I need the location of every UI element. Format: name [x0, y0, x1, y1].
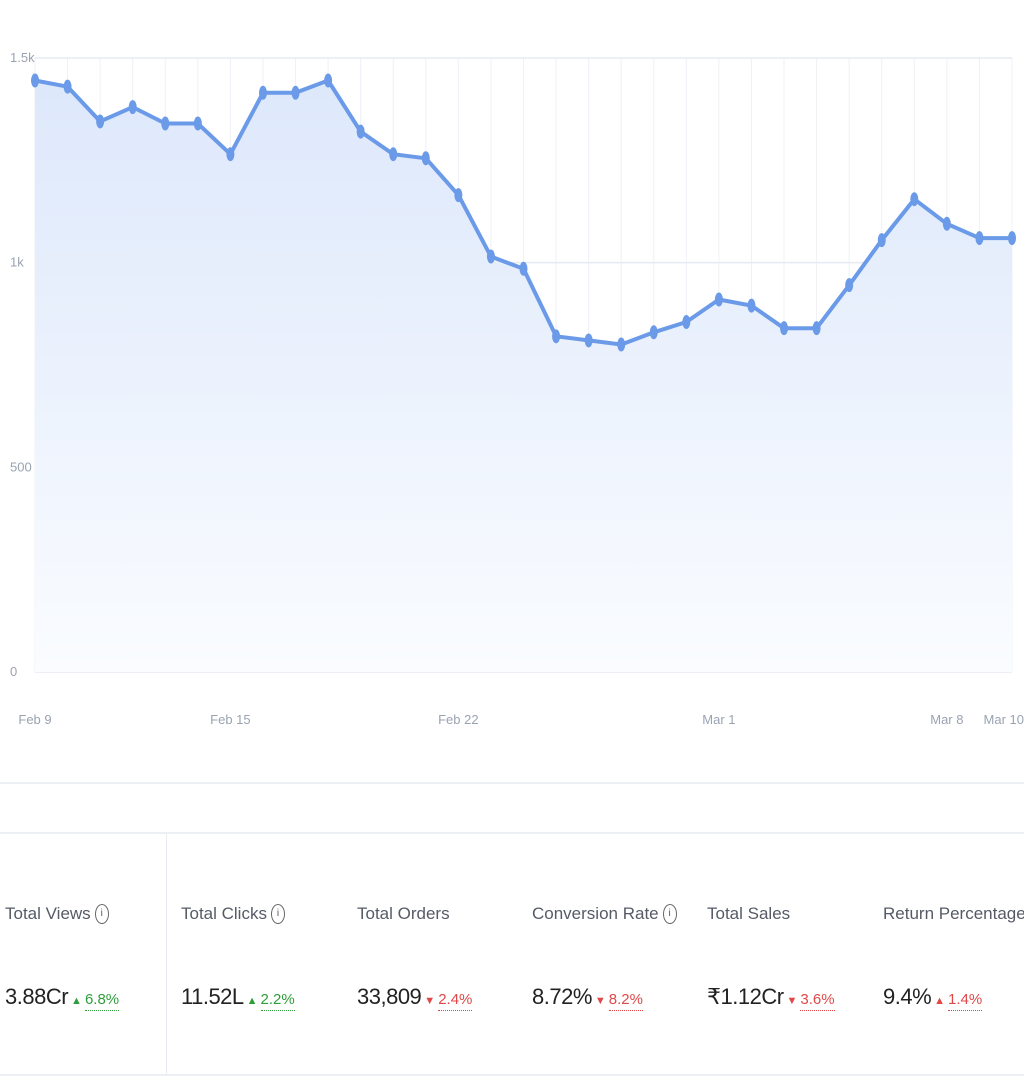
- x-tick-label: Feb 9: [18, 712, 51, 727]
- kpi-value-row: ₹1.12Cr ▼ 3.6%: [707, 984, 835, 1011]
- kpi-value-row: 9.4% ▲ 1.4%: [883, 984, 983, 1011]
- data-point[interactable]: [63, 79, 72, 94]
- kpi-label: Total Sales: [707, 904, 790, 924]
- data-point[interactable]: [877, 233, 886, 248]
- data-point[interactable]: [812, 321, 821, 336]
- data-point[interactable]: [161, 116, 170, 131]
- triangle-up-icon: ▲: [71, 995, 82, 1007]
- data-point[interactable]: [389, 147, 398, 162]
- triangle-down-icon: ▼: [424, 995, 436, 1007]
- data-point[interactable]: [96, 114, 105, 129]
- data-point[interactable]: [780, 321, 789, 336]
- kpi-change[interactable]: 2.4%: [438, 991, 473, 1011]
- kpi-value: 3.88Cr: [5, 984, 69, 1009]
- data-point[interactable]: [552, 329, 561, 344]
- x-tick-label: Mar 10: [984, 712, 1024, 727]
- kpi-label: Return Percentage: [883, 904, 1024, 924]
- data-point[interactable]: [519, 261, 528, 276]
- y-axis-ticks: 0 500 1k 1.5k: [10, 50, 35, 679]
- data-point[interactable]: [942, 216, 951, 231]
- kpi-label: Total Orders: [357, 904, 450, 924]
- data-point[interactable]: [682, 315, 691, 330]
- kpi-value: 9.4%: [883, 984, 932, 1009]
- kpi-label-text: Total Sales: [707, 904, 791, 923]
- kpi-value: 11.52L: [181, 984, 244, 1009]
- trend-chart-svg: 0 500 1k 1.5k Feb 9 Feb 15 Feb 22 Mar 1 Mar 8 Ma…: [10, 50, 1024, 727]
- info-icon[interactable]: i: [94, 904, 109, 924]
- kpi-label-text: Return Percentage: [883, 904, 1024, 923]
- kpi-value: ₹1.12Cr: [707, 984, 784, 1009]
- kpi-summary-row: Total Views i 3.88Cr ▲ 6.8% Total Clicks…: [0, 834, 1024, 1074]
- kpi-bottom-divider: [0, 1074, 1024, 1076]
- data-point[interactable]: [356, 124, 365, 139]
- data-point[interactable]: [258, 85, 267, 100]
- kpi-change[interactable]: 8.2%: [608, 991, 643, 1011]
- data-point[interactable]: [454, 188, 463, 203]
- kpi-label-text: Total Clicks: [181, 904, 267, 923]
- data-point[interactable]: [128, 100, 137, 115]
- x-tick-label: Feb 22: [438, 712, 478, 727]
- kpi-separator: [166, 834, 167, 1074]
- y-tick-label: 500: [10, 459, 32, 474]
- kpi-label: Conversion Rate i: [532, 904, 677, 924]
- info-icon[interactable]: i: [662, 904, 677, 924]
- data-point[interactable]: [31, 73, 39, 88]
- data-point[interactable]: [910, 192, 919, 207]
- data-point[interactable]: [193, 116, 202, 131]
- kpi-change[interactable]: 6.8%: [84, 991, 120, 1011]
- data-point[interactable]: [649, 325, 658, 340]
- x-axis-ticks: Feb 9 Feb 15 Feb 22 Mar 1 Mar 8 Mar 10: [18, 712, 1024, 727]
- kpi-label-text: Conversion Rate: [532, 904, 659, 923]
- data-point[interactable]: [617, 337, 626, 352]
- triangle-down-icon: ▼: [786, 995, 798, 1007]
- info-icon[interactable]: i: [270, 904, 285, 924]
- chart-divider: [0, 782, 1024, 784]
- trend-chart: 0 500 1k 1.5k Feb 9 Feb 15 Feb 22 Mar 1 Mar 8 Ma…: [10, 50, 1024, 727]
- y-tick-label: 1k: [10, 255, 24, 270]
- x-tick-label: Feb 15: [210, 712, 250, 727]
- data-point[interactable]: [747, 298, 756, 313]
- series-area-layer: [35, 80, 1012, 672]
- kpi-change[interactable]: 2.2%: [260, 991, 295, 1011]
- kpi-change[interactable]: 1.4%: [948, 991, 983, 1011]
- y-tick-label: 0: [10, 664, 17, 679]
- kpi-label: Total Views i: [5, 904, 109, 924]
- x-tick-label: Mar 1: [702, 712, 735, 727]
- kpi-value: 33,809: [357, 984, 422, 1009]
- data-point[interactable]: [845, 278, 854, 293]
- data-point[interactable]: [1008, 231, 1016, 246]
- kpi-value: 8.72%: [532, 984, 592, 1009]
- triangle-down-icon: ▼: [594, 995, 606, 1007]
- triangle-up-icon: ▲: [934, 995, 946, 1007]
- data-point[interactable]: [324, 73, 333, 88]
- kpi-value-row: 8.72% ▼ 8.2%: [532, 984, 643, 1011]
- kpi-label: Total Clicks i: [181, 904, 285, 924]
- kpi-value-row: 11.52L ▲ 2.2%: [181, 984, 295, 1011]
- data-point[interactable]: [226, 147, 235, 162]
- data-points: [31, 73, 1016, 352]
- kpi-label-text: Total Views: [5, 904, 91, 923]
- data-point[interactable]: [975, 231, 984, 246]
- data-point[interactable]: [421, 151, 430, 166]
- data-point[interactable]: [714, 292, 723, 307]
- kpi-change[interactable]: 3.6%: [800, 991, 835, 1011]
- x-tick-label: Mar 8: [930, 712, 963, 727]
- data-point[interactable]: [584, 333, 593, 348]
- kpi-value-row: 3.88Cr ▲ 6.8%: [5, 984, 120, 1011]
- series-area: [35, 80, 1012, 672]
- kpi-top-divider: [0, 832, 1024, 834]
- kpi-label-text: Total Orders: [357, 904, 450, 923]
- y-tick-label: 1.5k: [10, 50, 35, 65]
- data-point[interactable]: [486, 249, 495, 264]
- data-point[interactable]: [291, 85, 300, 100]
- kpi-value-row: 33,809 ▼ 2.4%: [357, 984, 473, 1011]
- triangle-up-icon: ▲: [246, 995, 258, 1007]
